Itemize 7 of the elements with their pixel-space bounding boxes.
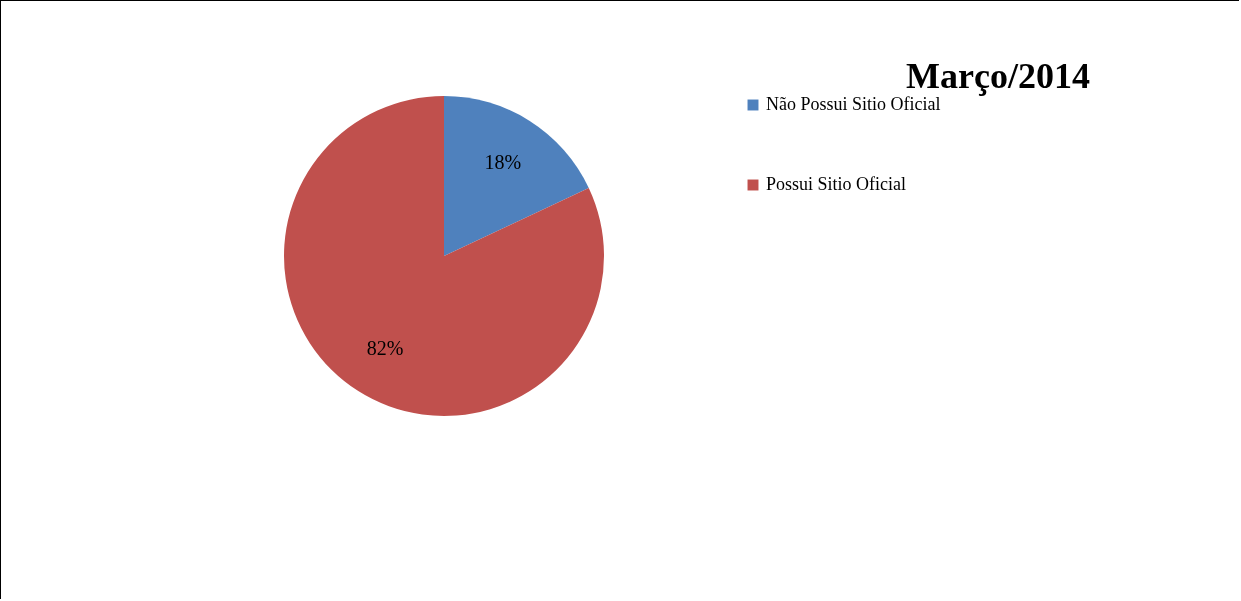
legend-label: Possui Sitio Oficial xyxy=(766,174,907,194)
pie-slice xyxy=(444,96,589,256)
data-label: 18% xyxy=(484,151,522,174)
chart-title: Março/2014 xyxy=(906,56,1090,96)
pie-slice xyxy=(284,96,604,416)
data-label: 82% xyxy=(366,336,404,359)
legend-label: Não Possui Sitio Oficial xyxy=(766,94,941,114)
